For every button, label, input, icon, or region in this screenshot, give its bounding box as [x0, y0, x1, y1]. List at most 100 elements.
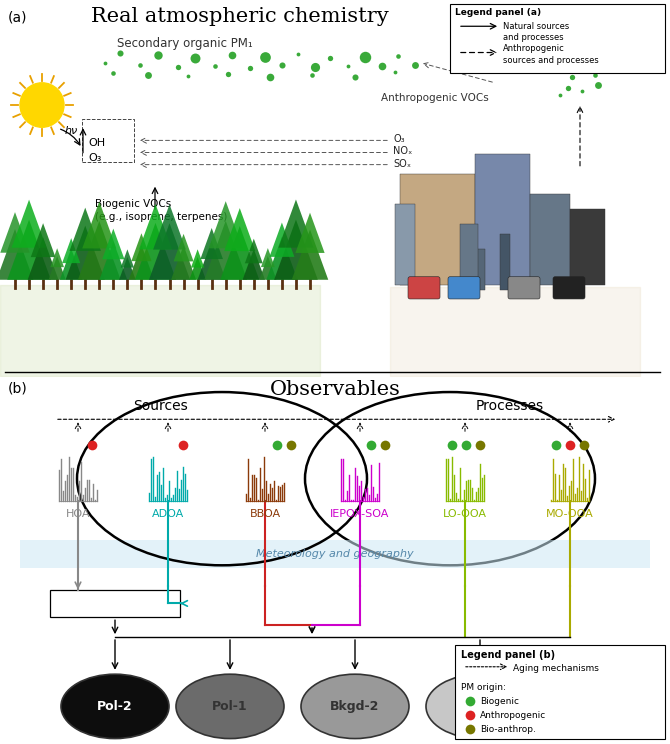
Text: Bkgd-1: Bkgd-1: [456, 700, 505, 713]
Polygon shape: [269, 222, 294, 257]
FancyBboxPatch shape: [508, 277, 540, 299]
Text: Real atmospheric chemistry: Real atmospheric chemistry: [91, 7, 389, 26]
Polygon shape: [135, 223, 176, 280]
Polygon shape: [48, 256, 66, 280]
Polygon shape: [153, 205, 186, 249]
Polygon shape: [131, 234, 151, 261]
Text: O₃: O₃: [393, 135, 405, 144]
Polygon shape: [220, 226, 259, 280]
Circle shape: [483, 209, 503, 229]
Polygon shape: [121, 249, 134, 268]
Polygon shape: [60, 248, 82, 280]
Polygon shape: [295, 213, 324, 253]
Polygon shape: [139, 204, 172, 249]
Bar: [460, 224, 478, 285]
Polygon shape: [274, 219, 318, 280]
Polygon shape: [245, 239, 263, 263]
Polygon shape: [27, 237, 58, 280]
Bar: [570, 209, 605, 285]
Bar: [82, 119, 134, 161]
Bar: [530, 194, 570, 285]
Bar: [475, 153, 530, 285]
FancyBboxPatch shape: [553, 277, 585, 299]
Polygon shape: [7, 219, 51, 280]
Text: LO-OOA: LO-OOA: [443, 510, 487, 519]
Polygon shape: [82, 202, 117, 248]
Polygon shape: [279, 199, 314, 248]
Text: (a): (a): [8, 10, 27, 24]
Text: ADOA: ADOA: [152, 510, 184, 519]
Bar: [20, 540, 650, 568]
Bar: [50, 589, 180, 618]
Polygon shape: [119, 257, 135, 280]
Text: Observables: Observables: [269, 379, 401, 399]
Bar: [500, 234, 510, 290]
Bar: [455, 645, 665, 739]
Polygon shape: [224, 208, 255, 251]
Ellipse shape: [301, 674, 409, 739]
Polygon shape: [291, 229, 328, 280]
Text: Bkgd-2: Bkgd-2: [330, 700, 380, 713]
Text: Biogenic: Biogenic: [480, 697, 519, 706]
Polygon shape: [191, 249, 204, 268]
Polygon shape: [50, 248, 64, 267]
Polygon shape: [198, 241, 226, 280]
FancyBboxPatch shape: [448, 277, 480, 299]
Text: MO-OOA: MO-OOA: [546, 510, 594, 519]
Text: Meteorology and geography: Meteorology and geography: [256, 549, 414, 559]
Text: Legend panel (b): Legend panel (b): [461, 650, 555, 660]
Text: NOₓ: NOₓ: [393, 147, 412, 156]
Text: Anthropogenic
sources and processes: Anthropogenic sources and processes: [503, 45, 599, 65]
Text: Aging mechanisms: Aging mechanisms: [513, 664, 599, 673]
Text: Biogenic VOCs
(e.g., isoprene, terpenes): Biogenic VOCs (e.g., isoprene, terpenes): [95, 199, 227, 222]
Polygon shape: [171, 246, 196, 280]
Text: Legend panel (a): Legend panel (a): [455, 8, 541, 17]
Text: hν: hν: [65, 126, 78, 136]
Circle shape: [20, 83, 64, 127]
Text: Sources: Sources: [133, 400, 188, 414]
Ellipse shape: [176, 674, 284, 739]
Text: Secondary organic PM₁: Secondary organic PM₁: [117, 37, 253, 51]
Polygon shape: [66, 225, 105, 280]
Circle shape: [471, 220, 495, 245]
Polygon shape: [99, 241, 127, 280]
Text: Natural sources
and processes: Natural sources and processes: [503, 22, 570, 42]
Polygon shape: [261, 248, 275, 267]
Text: IEPOX-SOA: IEPOX-SOA: [330, 510, 390, 519]
Polygon shape: [129, 245, 154, 280]
Text: BBOA: BBOA: [249, 510, 281, 519]
Polygon shape: [103, 228, 125, 260]
Polygon shape: [78, 221, 121, 280]
Text: HOA: HOA: [66, 510, 90, 519]
Bar: [450, 4, 665, 73]
Polygon shape: [0, 229, 34, 280]
Polygon shape: [266, 237, 297, 280]
Text: Anthropogenic VOCs: Anthropogenic VOCs: [381, 93, 489, 103]
Text: Pol-1: Pol-1: [212, 700, 248, 713]
Polygon shape: [208, 201, 243, 248]
Polygon shape: [31, 223, 56, 257]
Polygon shape: [190, 257, 206, 280]
Text: SOₓ: SOₓ: [393, 158, 411, 169]
Polygon shape: [11, 199, 46, 248]
Bar: [475, 249, 485, 290]
Text: O₃: O₃: [88, 153, 101, 162]
Text: Bio-anthrop.: Bio-anthrop.: [480, 725, 536, 734]
Text: Pol-2: Pol-2: [97, 700, 133, 713]
Ellipse shape: [61, 674, 169, 739]
Ellipse shape: [426, 674, 534, 739]
Text: Processes: Processes: [476, 400, 544, 414]
Polygon shape: [0, 212, 29, 253]
Text: Anthropogenic: Anthropogenic: [480, 711, 546, 719]
Ellipse shape: [305, 392, 595, 565]
Polygon shape: [259, 256, 277, 280]
Polygon shape: [149, 223, 190, 280]
Polygon shape: [200, 228, 223, 259]
Polygon shape: [70, 208, 101, 251]
Circle shape: [465, 226, 485, 246]
FancyBboxPatch shape: [408, 277, 440, 299]
Text: (b): (b): [8, 382, 27, 396]
Text: Primary organic PM₁: Primary organic PM₁: [532, 51, 638, 60]
Bar: [400, 173, 475, 285]
Text: PM origin:: PM origin:: [461, 683, 506, 692]
